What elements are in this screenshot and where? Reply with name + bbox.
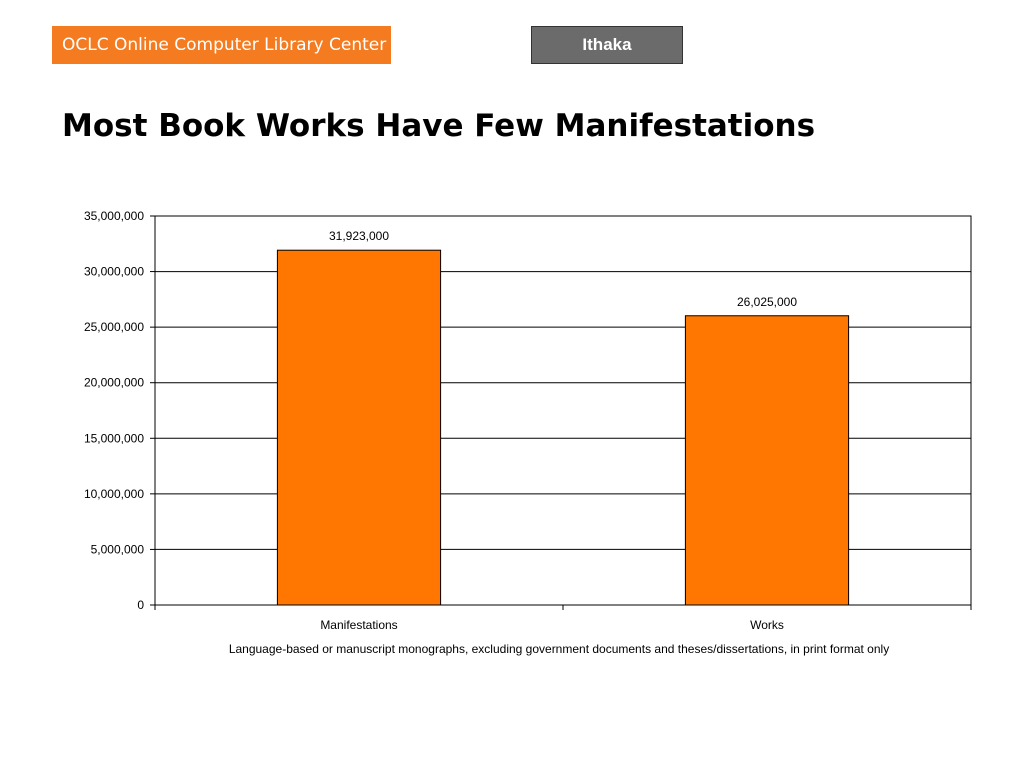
y-tick-label: 10,000,000 [84, 487, 144, 501]
y-tick-label: 30,000,000 [84, 265, 144, 279]
page-title: Most Book Works Have Few Manifestations [62, 108, 816, 144]
y-tick-label: 15,000,000 [84, 431, 144, 445]
bar-works [684, 315, 850, 606]
brand-label: OCLC Online Computer Library Center [62, 35, 387, 55]
data-label: 31,923,000 [329, 229, 389, 243]
x-axis-label: Language-based or manuscript monographs,… [229, 642, 889, 656]
y-tick-label: 0 [137, 598, 144, 612]
y-tick-label: 20,000,000 [84, 376, 144, 390]
x-tick-label: Manifestations [320, 618, 397, 632]
y-tick-label: 35,000,000 [84, 209, 144, 223]
bar-manifestations [276, 249, 442, 606]
oclc-brand-banner: OCLC Online Computer Library Center [52, 26, 391, 64]
data-label: 26,025,000 [737, 295, 797, 309]
partner-label: Ithaka [582, 35, 632, 54]
y-tick-label: 5,000,000 [91, 542, 145, 556]
y-tick-label: 25,000,000 [84, 320, 144, 334]
ithaka-badge: Ithaka [531, 26, 683, 64]
x-tick-label: Works [750, 618, 784, 632]
